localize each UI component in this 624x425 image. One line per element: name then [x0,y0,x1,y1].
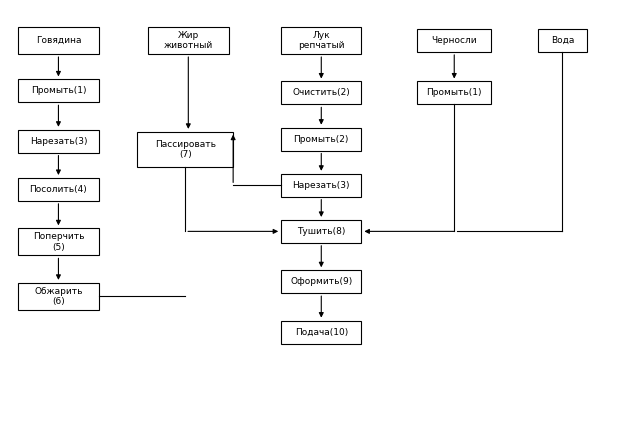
FancyBboxPatch shape [281,82,361,105]
FancyBboxPatch shape [281,270,361,293]
Text: Очистить(2): Очистить(2) [293,88,350,97]
Text: Промыть(2): Промыть(2) [293,135,349,144]
Text: Тушить(8): Тушить(8) [297,227,346,236]
FancyBboxPatch shape [18,27,99,54]
Text: Посолить(4): Посолить(4) [29,185,87,194]
FancyBboxPatch shape [417,82,491,105]
FancyBboxPatch shape [18,283,99,310]
Text: Пассировать
(7): Пассировать (7) [155,140,216,159]
Text: Жир
животный: Жир животный [163,31,213,50]
Text: Промыть(1): Промыть(1) [426,88,482,97]
Text: Говядина: Говядина [36,36,81,45]
Text: Лук
репчатый: Лук репчатый [298,31,344,50]
FancyBboxPatch shape [538,29,587,52]
FancyBboxPatch shape [281,128,361,150]
FancyBboxPatch shape [148,27,228,54]
Text: Черносли: Черносли [431,36,477,45]
FancyBboxPatch shape [18,130,99,153]
FancyBboxPatch shape [417,29,491,52]
FancyBboxPatch shape [18,178,99,201]
FancyBboxPatch shape [281,27,361,54]
FancyBboxPatch shape [18,228,99,255]
FancyBboxPatch shape [137,132,233,167]
Text: Поперчить
(5): Поперчить (5) [32,232,84,252]
Text: Нарезать(3): Нарезать(3) [30,137,87,146]
FancyBboxPatch shape [18,79,99,102]
Text: Подача(10): Подача(10) [295,328,348,337]
Text: Нарезать(3): Нарезать(3) [293,181,350,190]
Text: Промыть(1): Промыть(1) [31,86,86,95]
FancyBboxPatch shape [281,174,361,197]
FancyBboxPatch shape [281,320,361,343]
Text: Вода: Вода [551,36,574,45]
Text: Обжарить
(6): Обжарить (6) [34,287,83,306]
FancyBboxPatch shape [281,220,361,243]
Text: Оформить(9): Оформить(9) [290,277,353,286]
